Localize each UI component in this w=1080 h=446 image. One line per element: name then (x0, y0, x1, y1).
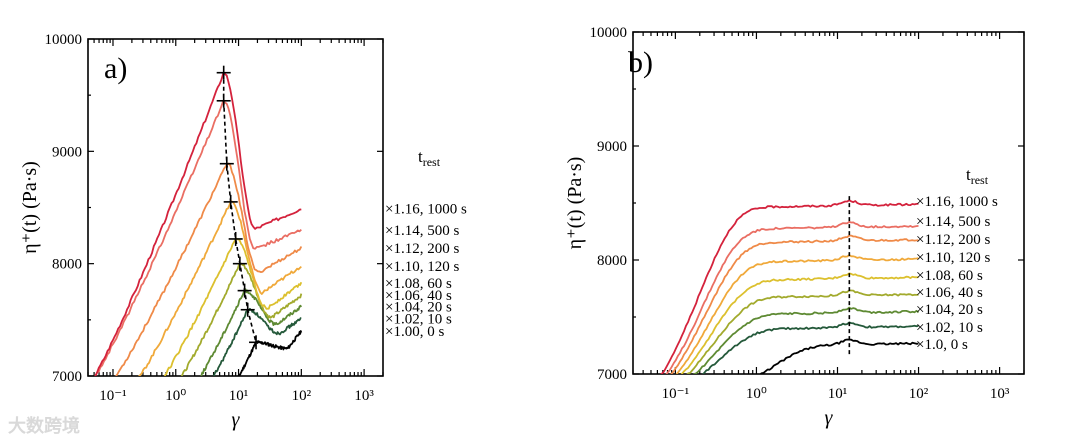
series-line-3 (686, 289, 919, 374)
legend-label-6: ×1.12, 200 s (916, 232, 990, 248)
legend-label-1: ×1.02, 10 s (385, 312, 452, 328)
legend-label-8: ×1.16, 1000 s (385, 202, 467, 218)
y-tick-label: 9000 (597, 139, 627, 155)
x-tick-label: 10¹ (229, 388, 249, 404)
legend-label-0: ×1.0, 0 s (916, 337, 968, 353)
x-tick-label: 10⁰ (746, 386, 767, 402)
panel-label: b) (628, 46, 653, 79)
series-line-7 (665, 221, 919, 374)
y-tick-label: 7000 (52, 369, 82, 385)
y-tick-label: 8000 (597, 253, 627, 269)
panel-label: a) (104, 52, 127, 85)
y-tick-label: 10000 (590, 25, 628, 41)
watermark: 大数跨境 (8, 416, 80, 437)
series-line-3 (180, 262, 303, 376)
series-line-1 (702, 321, 919, 374)
legend-label-7: ×1.14, 500 s (916, 214, 990, 230)
y-tick-label: 9000 (52, 144, 82, 160)
series-line-8 (660, 199, 919, 374)
x-tick-label: 10¹ (828, 386, 848, 402)
series-line-0 (237, 330, 303, 376)
y-tick-label: 10000 (45, 32, 83, 48)
x-tick-label: 10⁻¹ (99, 388, 126, 404)
series-line-4 (163, 237, 303, 376)
series-line-6 (670, 234, 919, 374)
legend-label-5: ×1.10, 120 s (385, 259, 459, 275)
series-line-0 (759, 338, 919, 374)
legend-label-2: ×1.04, 20 s (916, 302, 983, 318)
legend-label-2: ×1.04, 20 s (385, 299, 452, 315)
legend-label-4: ×1.08, 60 s (385, 276, 452, 292)
series-line-8 (94, 73, 302, 376)
x-tick-label: 10⁻¹ (662, 386, 689, 402)
x-axis-label: γ (232, 409, 241, 431)
legend-label-5: ×1.10, 120 s (916, 250, 990, 266)
peak-trend-line (222, 72, 257, 343)
legend-title: trest (966, 165, 989, 187)
legend-label-8: ×1.16, 1000 s (916, 194, 998, 210)
x-tick-label: 10² (292, 388, 312, 404)
legend-label-7: ×1.14, 500 s (385, 223, 459, 239)
chart-panel-b: 7000 8000 9000 10000 10⁻¹ 10⁰ 10¹ 10² 10³ γ η⁺(t) … (564, 25, 1025, 429)
x-axis-label: γ (825, 407, 834, 429)
x-tick-label: 10³ (354, 388, 374, 404)
chart-panel-a: 7000 8000 9000 10000 10⁻¹ 10⁰ 10¹ 10² 10³ γ η⁺(t) … (19, 32, 467, 431)
legend-label-4: ×1.08, 60 s (916, 268, 983, 284)
series-line-7 (94, 100, 302, 376)
series-line-1 (213, 307, 302, 376)
y-tick-label: 8000 (52, 257, 82, 273)
y-tick-label: 7000 (597, 367, 627, 383)
x-tick-label: 10² (909, 386, 929, 402)
series-line-5 (138, 200, 302, 376)
curves (94, 73, 303, 376)
x-tick-label: 10³ (990, 386, 1010, 402)
legend-label-6: ×1.12, 200 s (385, 241, 459, 257)
y-axis-label: η⁺(t) (Pa·s) (564, 157, 586, 250)
x-tick-label: 10⁰ (165, 388, 186, 404)
series-line-2 (693, 306, 920, 374)
legend-label-3: ×1.06, 40 s (385, 288, 452, 304)
series-line-5 (675, 254, 919, 374)
curves (660, 199, 920, 374)
legend-label-0: ×1.00, 0 s (385, 324, 444, 340)
legend-title: trest (418, 147, 441, 169)
legend-label-1: ×1.02, 10 s (916, 320, 983, 336)
series-line-6 (114, 162, 303, 376)
series-line-4 (680, 272, 919, 374)
y-axis-label: η⁺(t) (Pa·s) (19, 161, 41, 254)
legend-label-3: ×1.06, 40 s (916, 285, 983, 301)
